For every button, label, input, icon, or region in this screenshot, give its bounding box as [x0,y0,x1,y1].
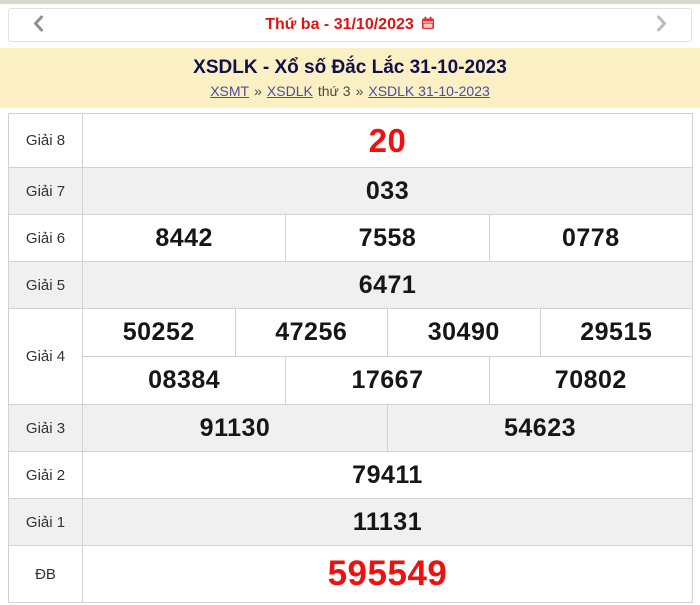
chevron-right-icon [656,15,667,35]
prize-row: Giải 7 033 [9,167,692,214]
prize-value: 033 [365,176,410,205]
result-header: XSDLK - Xổ số Đắc Lắc 31-10-2023 XSMT » … [0,48,700,108]
prize-row: Giải 1 11131 [9,498,692,545]
prize-value: 79411 [352,460,423,489]
prize-value: 20 [368,121,407,159]
previous-day-button[interactable] [31,13,46,37]
prize-value: 6471 [358,270,417,299]
prize-value: 91130 [199,413,271,442]
prize-row: Giải 6 8442 7558 0778 [9,214,692,261]
calendar-icon [421,16,435,35]
prize-row: Giải 3 91130 54623 [9,404,692,451]
prize-value: 11131 [352,507,423,536]
prize-value: 7558 [285,215,488,261]
prize-value: 8442 [155,223,213,252]
prize-label: Giải 3 [9,405,83,451]
prize-value: 70802 [488,357,692,404]
prize-row: Giải 8 20 [9,114,692,167]
prize-value: 30490 [387,309,540,356]
prize-label: Giải 6 [9,215,83,261]
prize-label: Giải 7 [9,168,83,214]
prize-label: Giải 8 [9,114,83,167]
prize-label: ĐB [9,546,83,602]
prize-value: 08384 [148,366,221,394]
current-date[interactable]: Thứ ba - 31/10/2023 [265,16,435,35]
prize-value: 17667 [285,357,488,404]
prize-value: 29515 [539,309,693,356]
prize-value: 0778 [488,215,692,261]
chevron-left-icon [33,15,44,35]
breadcrumb-separator: » [254,83,262,99]
breadcrumb-text: thứ 3 [317,83,351,99]
next-day-button[interactable] [654,13,669,37]
date-label: Thứ ba - 31/10/2023 [265,16,414,33]
prize-row: Giải 2 79411 [9,451,692,498]
page-top-divider [0,0,700,4]
breadcrumb-link-date[interactable]: XSDLK 31-10-2023 [368,83,490,99]
prize-label: Giải 5 [9,262,83,308]
breadcrumb: XSMT » XSDLK thứ 3 » XSDLK 31-10-2023 [210,83,490,99]
prize-label: Giải 4 [9,309,83,404]
breadcrumb-link-xsmt[interactable]: XSMT [210,83,250,99]
page-title: XSDLK - Xổ số Đắc Lắc 31-10-2023 [193,57,507,78]
prize-label: Giải 2 [9,452,83,498]
prize-row: Giải 5 6471 [9,261,692,308]
prize-value: 47256 [234,309,388,356]
prize-row: ĐB 595549 [9,545,692,602]
prize-label: Giải 1 [9,499,83,545]
breadcrumb-link-xsdlk[interactable]: XSDLK [266,83,313,99]
breadcrumb-separator: » [355,83,364,99]
prize-row: Giải 4 50252 47256 30490 29515 08384 17667 7080… [9,308,692,404]
prize-value: 595549 [327,554,448,593]
prize-value: 54623 [387,405,692,451]
lottery-results-table: Giải 8 20 Giải 7 033 Giải 6 8442 7558 0778 Giải … [8,113,693,603]
date-navigation-bar: Thứ ba - 31/10/2023 [8,8,692,42]
prize-value: 50252 [122,318,195,346]
